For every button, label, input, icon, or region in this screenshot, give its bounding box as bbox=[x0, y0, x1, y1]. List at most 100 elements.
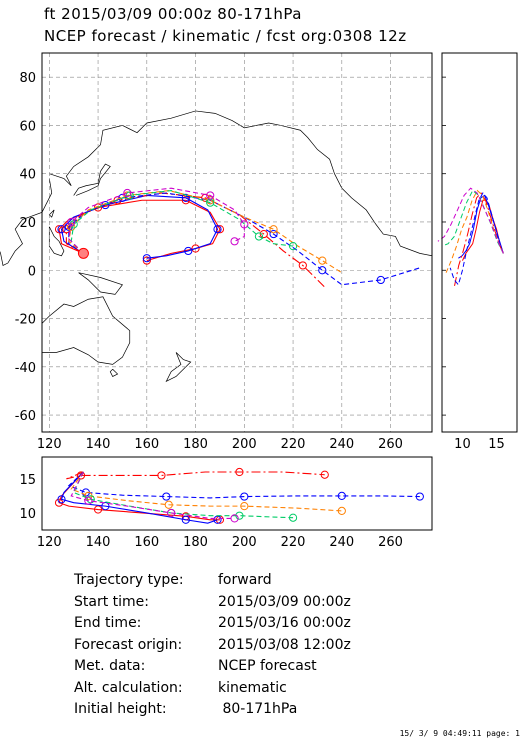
x-tick-label: 15 bbox=[488, 437, 505, 452]
y-tick-label: 60 bbox=[19, 119, 36, 134]
chart-title-line1: ft 2015/03/09 00:00z 80-171hPa bbox=[44, 5, 302, 23]
y-tick-label: -20 bbox=[15, 313, 36, 328]
trajectory-marker bbox=[254, 232, 264, 241]
trajectory-line bbox=[65, 192, 326, 288]
x-tick-label: 200 bbox=[232, 535, 257, 550]
bottom-trajectory-marker bbox=[93, 505, 103, 514]
trajectory-marker bbox=[318, 266, 327, 275]
bottom-trajectory-line bbox=[67, 471, 420, 499]
trajectory-marker bbox=[142, 256, 151, 265]
start-point-marker bbox=[77, 247, 89, 259]
side-trajectory-line bbox=[445, 189, 504, 273]
trajectory-marker bbox=[125, 191, 134, 200]
x-tick-label: 120 bbox=[37, 535, 62, 550]
trajectory-marker bbox=[240, 220, 249, 229]
coastline bbox=[78, 272, 124, 295]
x-tick-label: 140 bbox=[86, 437, 111, 452]
info-row-end-time: End time: 2015/03/16 00:00z bbox=[74, 613, 351, 635]
trajectory-marker bbox=[376, 275, 385, 285]
y-tick-label: -40 bbox=[15, 361, 36, 376]
info-row-initial-height: Initial height: 80-171hPa bbox=[74, 699, 351, 721]
x-tick-label: 180 bbox=[183, 535, 208, 550]
coastline bbox=[48, 226, 65, 257]
trajectory-marker bbox=[101, 200, 110, 210]
x-tick-label: 200 bbox=[232, 437, 257, 452]
y-tick-label: 80 bbox=[19, 71, 36, 86]
bottom-trajectory-marker bbox=[181, 515, 190, 524]
info-key: End time: bbox=[74, 615, 142, 631]
bottom-trajectory-marker bbox=[101, 502, 110, 511]
side-trajectory-line bbox=[462, 199, 504, 261]
page-footer: 15/ 3/ 9 04:49:11 page: 1 bbox=[399, 729, 520, 738]
bottom-panel: 10 15 120 140 160 180 200 220 240 260 bbox=[19, 456, 433, 550]
trajectory-marker bbox=[57, 225, 66, 234]
trajectory-marker bbox=[62, 225, 71, 234]
bottom-trajectory-line bbox=[60, 471, 218, 524]
y-tick-label: 10 bbox=[19, 507, 36, 522]
trajectory-line bbox=[68, 190, 343, 274]
info-key: Forecast origin: bbox=[74, 636, 183, 653]
info-value: 2015/03/09 00:00z bbox=[218, 593, 351, 610]
info-value: kinematic bbox=[218, 679, 287, 696]
x-tick-label: 160 bbox=[134, 437, 159, 452]
info-value: 2015/03/08 12:00z bbox=[218, 636, 351, 653]
coastline-asia bbox=[0, 178, 53, 266]
trajectory-marker bbox=[298, 261, 307, 270]
trajectory-marker bbox=[181, 193, 190, 202]
bottom-frame bbox=[41, 456, 433, 531]
trajectory-marker bbox=[142, 254, 151, 263]
bottom-trajectory-marker bbox=[157, 471, 166, 480]
x-tick-label: 120 bbox=[37, 437, 62, 452]
x-tick-label: 220 bbox=[281, 437, 306, 452]
trajectory-marker bbox=[67, 217, 76, 227]
trajectory-line bbox=[60, 194, 219, 259]
info-key: Start time: bbox=[74, 593, 149, 610]
side-trajectory-line bbox=[437, 187, 504, 254]
info-row-met-data: Met. data: NCEP forecast bbox=[74, 656, 351, 678]
x-tick-label: 160 bbox=[134, 535, 159, 550]
info-value: 80-171hPa bbox=[218, 701, 298, 717]
trajectory-marker bbox=[184, 246, 193, 256]
trajectory-marker bbox=[206, 191, 215, 200]
trajectory-marker bbox=[69, 220, 78, 229]
bottom-trajectory-marker bbox=[337, 491, 346, 500]
x-tick-label: 140 bbox=[86, 535, 111, 550]
bottom-trajectory-marker bbox=[235, 467, 244, 477]
x-tick-label: 260 bbox=[378, 437, 403, 452]
bottom-trajectory-line bbox=[66, 471, 325, 480]
info-key: Trajectory type: bbox=[74, 572, 184, 588]
bottom-trajectory-line bbox=[58, 471, 220, 521]
x-tick-label: 10 bbox=[454, 437, 471, 452]
side-trajectory-line bbox=[449, 192, 504, 286]
trajectory-marker bbox=[213, 225, 222, 234]
bottom-trajectory-marker bbox=[167, 508, 176, 518]
trajectory-marker bbox=[259, 229, 268, 239]
trajectory-marker bbox=[288, 242, 298, 251]
trajectory-marker bbox=[123, 188, 132, 198]
y-tick-label: 0 bbox=[28, 264, 36, 279]
trajectory-marker bbox=[269, 225, 278, 234]
bottom-trajectory-line bbox=[70, 471, 342, 512]
info-row-trajectory-type: Trajectory type: forward bbox=[74, 570, 351, 592]
bottom-trajectory-marker bbox=[76, 471, 86, 480]
bottom-trajectory-marker bbox=[337, 506, 346, 515]
trajectory-marker bbox=[206, 196, 215, 205]
bottom-trajectory-line bbox=[70, 471, 235, 519]
info-value: 2015/03/16 00:00z bbox=[218, 615, 351, 631]
info-value: NCEP forecast bbox=[218, 658, 317, 674]
bottom-trajectory-marker bbox=[57, 495, 66, 504]
chart-title-line2: NCEP forecast / kinematic / fcst org:030… bbox=[44, 27, 407, 45]
trajectory-marker bbox=[215, 225, 225, 234]
coastline bbox=[73, 163, 111, 196]
y-tick-label: 20 bbox=[19, 216, 36, 231]
coastline bbox=[49, 110, 433, 257]
x-tick-label: 220 bbox=[281, 535, 306, 550]
info-key: Initial height: bbox=[74, 701, 167, 717]
side-frame bbox=[441, 52, 518, 433]
x-tick-label: 240 bbox=[329, 535, 354, 550]
map-panel: -60 -40 -20 0 20 40 60 80 120 140 160 180 200 220 240 2… bbox=[0, 52, 433, 452]
x-tick-label: 260 bbox=[378, 535, 403, 550]
bottom-trajectory-marker bbox=[230, 514, 239, 523]
trajectory-marker bbox=[191, 244, 200, 253]
